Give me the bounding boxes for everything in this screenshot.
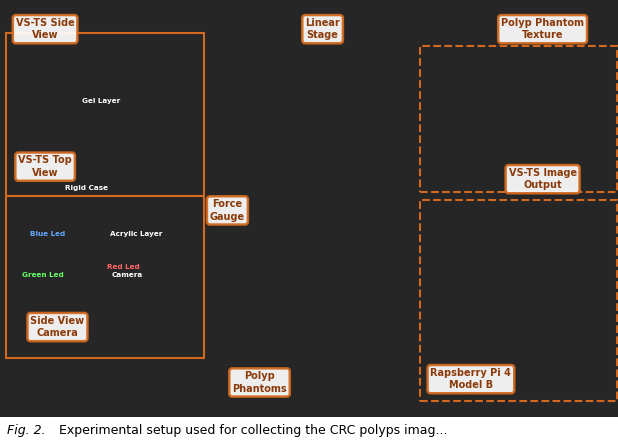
Text: Gel Layer: Gel Layer [82, 98, 120, 104]
Text: VS-TS Image
Output: VS-TS Image Output [509, 168, 577, 190]
Text: VS-TS Side
View: VS-TS Side View [15, 18, 75, 40]
Text: Polyp Phantom
Texture: Polyp Phantom Texture [501, 18, 584, 40]
Bar [6, 196, 204, 358]
Text: Linear
Stage: Linear Stage [305, 18, 340, 40]
Text: Force
Gauge: Force Gauge [210, 199, 245, 222]
Text: Side View
Camera: Side View Camera [30, 316, 85, 338]
Text: Experimental setup used for collecting the CRC polyps imag...: Experimental setup used for collecting t… [51, 424, 447, 437]
Text: Fig. 2.: Fig. 2. [7, 424, 46, 437]
Text: VS-TS Top
View: VS-TS Top View [19, 155, 72, 178]
Bar [420, 200, 617, 401]
Text: Polyp
Phantoms: Polyp Phantoms [232, 371, 287, 394]
Bar [6, 33, 204, 196]
Text: Red Led: Red Led [108, 264, 140, 270]
Text: Acrylic Layer: Acrylic Layer [110, 231, 162, 237]
Bar [420, 46, 617, 193]
Text: Green Led: Green Led [22, 272, 64, 278]
Text: Camera: Camera [112, 272, 143, 278]
Text: Rigid Case: Rigid Case [65, 185, 108, 191]
Text: Rapsberry Pi 4
Model B: Rapsberry Pi 4 Model B [431, 368, 511, 390]
Text: Blue Led: Blue Led [30, 231, 66, 237]
